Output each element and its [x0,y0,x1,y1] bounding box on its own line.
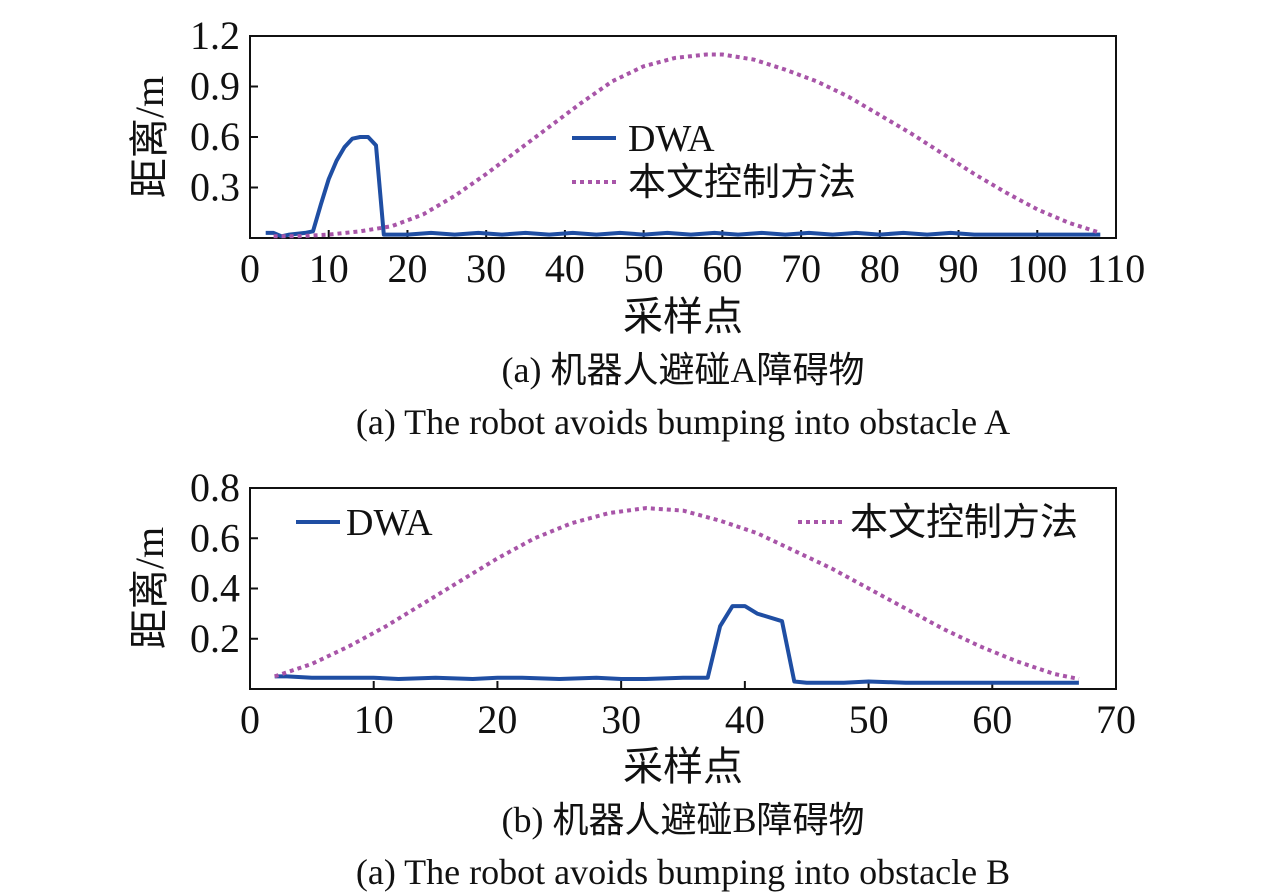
chart-b-y-ticks: 0.2 0.4 0.6 0.8 [190,465,258,661]
chart-a: 0.3 0.6 0.9 1.2 0 10 20 30 40 50 60 70 80 90 100 110 距… [127,13,1145,442]
chart-b-legend-dwa-label: DWA [346,502,433,544]
chart-b-series-proposed-line [274,506,1080,681]
chart-a-legend-dwa-label: DWA [628,118,715,160]
chart-b-y-tick-label: 0.4 [190,566,240,611]
chart-b-legend-proposed-label: 本文控制方法 [850,502,1078,544]
chart-a-x-tick-label: 90 [939,246,979,291]
chart-a-x-tick-label: 10 [309,246,349,291]
chart-b-y-tick-label: 0.2 [190,616,240,661]
chart-b-x-tick-label: 10 [354,697,394,742]
chart-b-x-tick-label: 70 [1096,697,1136,742]
chart-b-x-axis-label: 采样点 [623,744,743,789]
chart-a-x-tick-label: 60 [702,246,742,291]
chart-b-caption-cn: (b) 机器人避碰B障碍物 [502,800,865,840]
chart-a-legend: DWA 本文控制方法 [572,118,856,204]
chart-a-x-tick-label: 40 [545,246,585,291]
chart-b-legend: DWA 本文控制方法 [296,502,1078,544]
chart-b: 0.2 0.4 0.6 0.8 0 10 20 30 40 50 60 70 距离/m 采样点 (b… [127,465,1136,892]
chart-a-y-tick-label: 0.6 [190,114,240,159]
chart-b-x-tick-label: 60 [972,697,1012,742]
chart-a-series-proposed-line [273,52,1101,239]
chart-b-x-ticks: 0 10 20 30 40 50 60 70 [240,681,1136,742]
chart-b-x-tick-label: 20 [477,697,517,742]
chart-b-y-axis-label: 距离/m [127,527,172,649]
chart-b-x-tick-label: 50 [849,697,889,742]
chart-b-y-tick-label: 0.8 [190,465,240,510]
chart-a-x-tick-label: 70 [781,246,821,291]
chart-b-y-tick-label: 0.6 [190,515,240,560]
chart-a-x-tick-label: 80 [860,246,900,291]
chart-a-x-tick-label: 50 [624,246,664,291]
chart-a-x-tick-label: 0 [240,246,260,291]
chart-a-y-tick-label: 0.9 [190,64,240,109]
chart-a-x-tick-label: 20 [387,246,427,291]
chart-a-y-axis-label: 距离/m [127,76,172,198]
chart-a-x-ticks: 0 10 20 30 40 50 60 70 80 90 100 110 [240,230,1145,291]
chart-a-y-tick-label: 1.2 [190,13,240,58]
chart-b-x-tick-label: 30 [601,697,641,742]
chart-a-x-tick-label: 100 [1007,246,1067,291]
chart-a-x-axis-label: 采样点 [623,294,743,339]
chart-a-caption-en: (a) The robot avoids bumping into obstac… [356,402,1010,442]
chart-a-caption-cn: (a) 机器人避碰A障碍物 [502,350,865,390]
chart-b-x-tick-label: 0 [240,697,260,742]
chart-b-x-tick-label: 40 [725,697,765,742]
chart-b-series [274,506,1080,685]
chart-a-y-ticks: 0.3 0.6 0.9 1.2 [190,13,258,210]
chart-a-y-tick-label: 0.3 [190,165,240,210]
chart-a-series [265,52,1101,239]
chart-a-legend-proposed-label: 本文控制方法 [628,162,856,204]
chart-a-x-tick-label: 110 [1087,246,1146,291]
chart-a-series-dwa-line [265,135,1101,239]
chart-b-series-dwa-line [274,604,1079,685]
chart-a-x-tick-label: 30 [466,246,506,291]
chart-b-caption-en: (a) The robot avoids bumping into obstac… [356,852,1010,892]
